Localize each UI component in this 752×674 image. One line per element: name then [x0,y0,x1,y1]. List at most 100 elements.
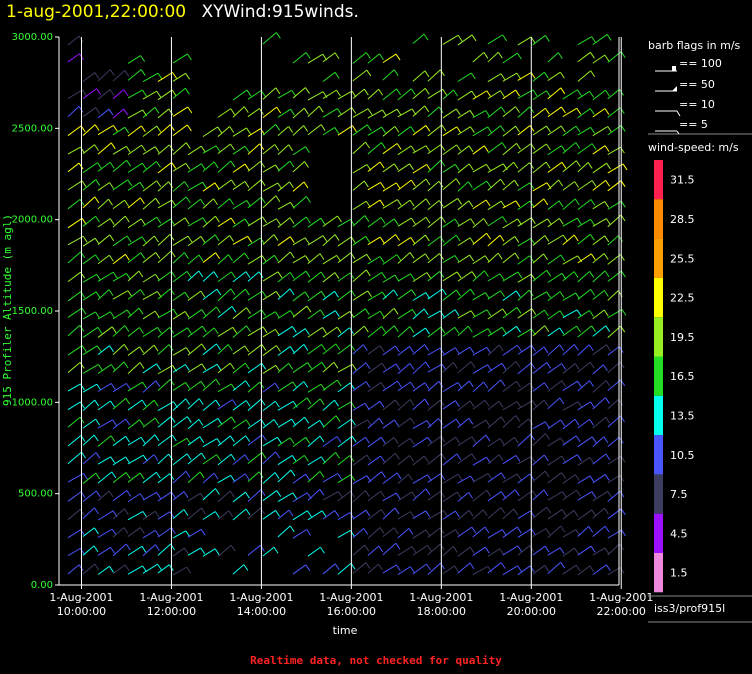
barb-flag [468,510,474,517]
barb-flag [441,363,447,371]
wind-barb [322,234,340,247]
barb-flag [155,544,160,551]
wind-barb [472,110,491,119]
barb-flag [304,255,310,262]
barb-flag [275,124,281,131]
barb-flag [455,436,460,444]
barb-flag [142,381,147,389]
wind-barb [577,90,595,100]
barb-shaft [82,237,96,247]
barb-flag [456,491,462,499]
barb-shaft [82,273,97,283]
barb-flag [110,142,116,150]
barb-shaft [352,454,368,466]
barb-flag [108,289,114,296]
wind-barb [232,106,249,118]
wind-barb [397,381,415,392]
wind-barb [367,109,387,119]
barb-shaft [277,455,293,466]
barb-flag [124,70,130,77]
barb-flag [365,381,371,388]
barb-shaft [112,564,126,575]
barb-shaft [472,180,487,191]
barb-flag [349,272,355,280]
barb-shaft [337,474,352,484]
barb-shaft [517,289,530,301]
barb-shaft [427,326,442,338]
wind-barb [307,361,327,373]
barb-shaft [487,548,501,558]
barb-flag [621,529,627,537]
barb-flag [157,563,163,571]
barb-shaft [442,163,456,173]
barb-shaft [592,416,607,429]
barb-shaft [487,106,502,119]
barb-shaft [97,89,111,100]
barb-flag [108,108,114,116]
barb-flag [485,164,491,171]
barb-shaft [427,435,442,447]
wind-barb [547,52,563,63]
wind-barb [367,436,386,448]
wind-barb [577,70,596,82]
barb-shaft [442,347,456,356]
barb-shaft [142,363,157,374]
barb-shaft [442,326,456,337]
barb-flag [544,470,550,478]
wind-barb [607,146,625,155]
barb-shaft [592,547,606,556]
wind-barb [127,125,146,137]
barb-shaft [277,469,292,483]
barb-shaft [112,145,127,155]
barb-flag [441,216,446,223]
barb-flag [244,163,250,171]
wind-barb [262,490,282,502]
wind-barb [187,471,205,484]
barb-shaft [562,255,578,265]
barb-shaft [592,397,606,410]
wind-barb [352,454,372,466]
barb-flag [171,271,176,278]
barb-shaft [472,509,484,520]
barb-shaft [322,436,338,447]
barb-shaft [427,473,441,483]
colorbar-segment [654,513,663,553]
barb-flag [487,566,493,573]
barb-flag [350,418,356,426]
wind-barb [292,161,309,173]
barb-shaft [562,401,579,411]
wind-barb [337,252,356,264]
wind-barb [97,254,114,265]
wind-barb [142,106,160,118]
wind-barb [352,290,373,301]
barb-shaft [532,399,545,411]
barb-flag [96,345,102,353]
wind-barb [277,509,294,520]
barb-shaft [262,164,276,173]
barb-shaft [97,364,112,375]
wind-barb [337,490,355,502]
barb-shaft [247,507,261,520]
barb-flag [395,363,401,371]
barb-flag [530,528,536,536]
barb-shaft [472,328,489,338]
barb-flag [500,106,506,114]
barb-shaft [337,236,352,247]
barb-shaft [547,437,561,447]
wind-barb [322,310,340,319]
barb-flag [95,215,100,223]
barb-shaft [232,491,246,503]
barb-flag [591,36,597,44]
barb-flag [276,106,282,114]
wind-barb [262,254,279,265]
barb-shaft [397,217,412,227]
barb-shaft [202,271,215,282]
barb-shaft [217,510,230,521]
barb-shaft [142,544,156,557]
wind-barb [457,346,475,356]
barb-flag [546,90,551,98]
barb-flag [229,198,235,205]
barb-shaft [607,543,620,556]
barb-shaft [262,218,277,227]
barb-flag [184,217,190,225]
